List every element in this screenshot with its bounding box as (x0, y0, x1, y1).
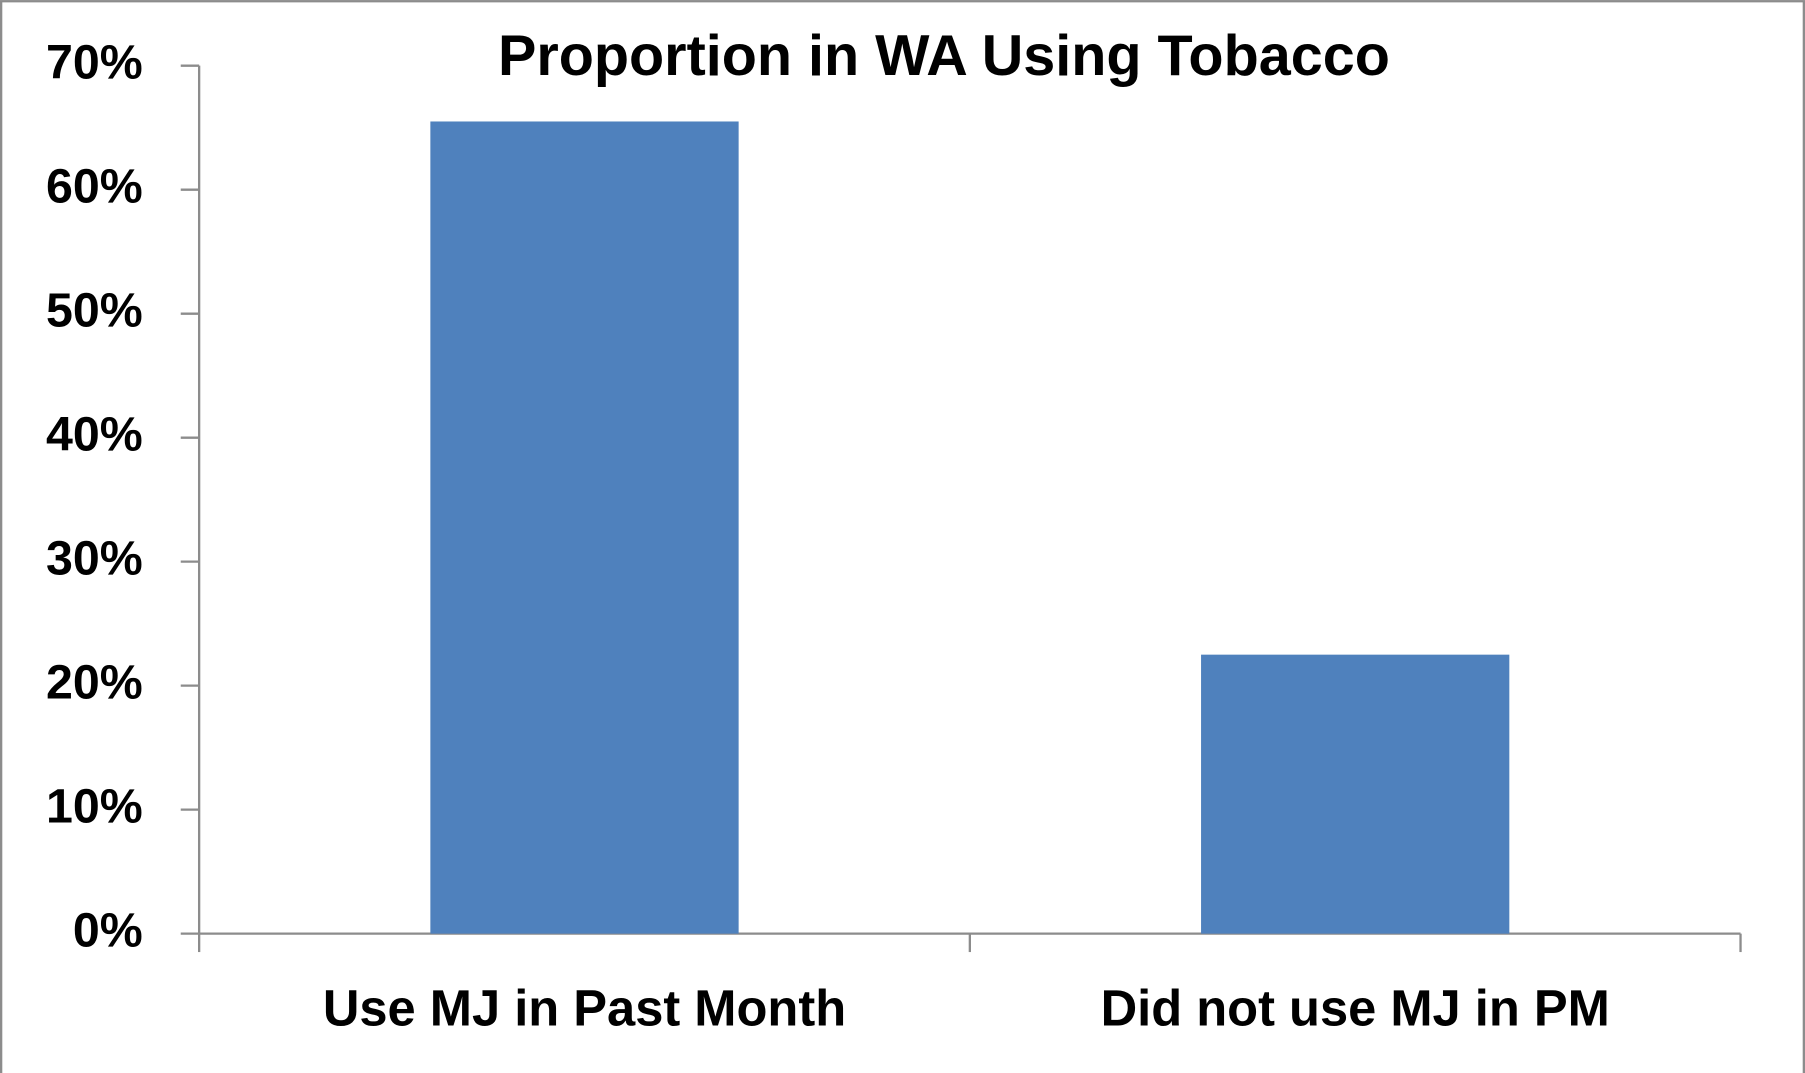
y-tick-label: 30% (46, 531, 143, 585)
y-tick-label: 40% (46, 407, 143, 461)
x-tick-label: Use MJ in Past Month (323, 979, 846, 1036)
bar (430, 121, 739, 934)
y-tick-label: 50% (46, 283, 143, 337)
y-tick-label: 60% (46, 159, 143, 213)
y-tick-label: 70% (46, 35, 143, 89)
y-tick-label: 10% (46, 779, 143, 833)
y-tick-label: 0% (73, 903, 143, 957)
chart-title: Proportion in WA Using Tobacco (498, 24, 1390, 88)
x-tick-label: Did not use MJ in PM (1101, 979, 1610, 1036)
y-tick-label: 20% (46, 655, 143, 709)
bar (1201, 654, 1510, 934)
